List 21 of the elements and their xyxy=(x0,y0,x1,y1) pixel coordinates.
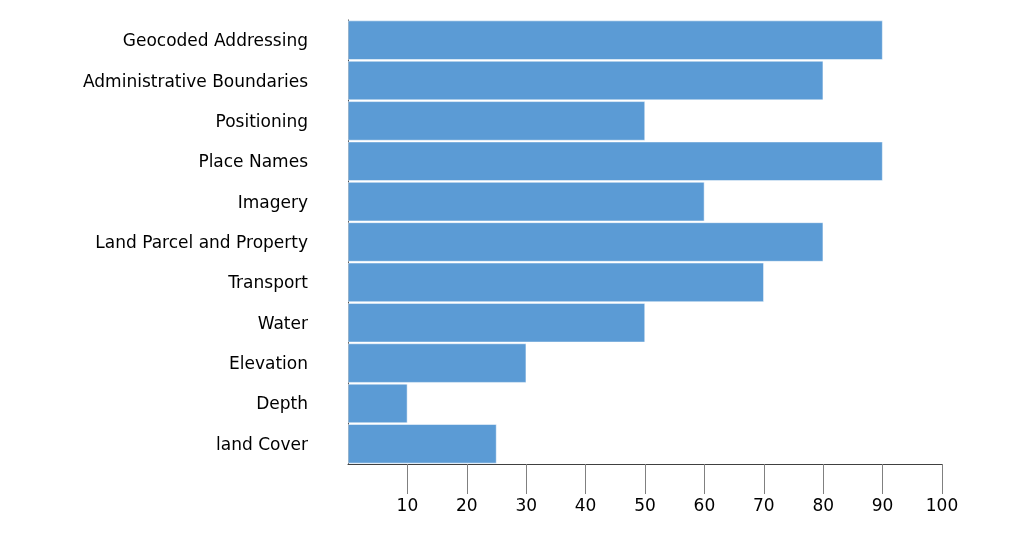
y-tick-label: Positioning xyxy=(215,110,308,131)
x-tick-label: 10 xyxy=(396,494,419,515)
x-tick-label: 90 xyxy=(871,494,894,515)
x-tick-label: 60 xyxy=(693,494,716,515)
x-tick-label: 80 xyxy=(812,494,835,515)
x-tick-label: 30 xyxy=(515,494,538,515)
x-tick-label: 50 xyxy=(634,494,656,515)
y-tick-label: Transport xyxy=(227,272,309,293)
y-tick-label: Imagery xyxy=(237,191,308,212)
x-tick-label: 20 xyxy=(455,494,478,515)
y-tick-label: land Cover xyxy=(216,433,309,454)
x-tick-label: 40 xyxy=(574,494,597,515)
y-tick-label: Depth xyxy=(256,393,308,414)
y-tick-label: Land Parcel and Property xyxy=(95,232,308,252)
y-tick-label: Place Names xyxy=(198,151,309,172)
y-tick-label: Administrative Boundaries xyxy=(83,70,309,91)
x-tick-label: 70 xyxy=(752,494,775,515)
x-tick-label: 100 xyxy=(925,494,959,515)
y-tick-label: Water xyxy=(257,312,308,333)
y-tick-label: Elevation xyxy=(229,353,308,374)
y-tick-label: Geocoded Addressing xyxy=(122,30,308,51)
